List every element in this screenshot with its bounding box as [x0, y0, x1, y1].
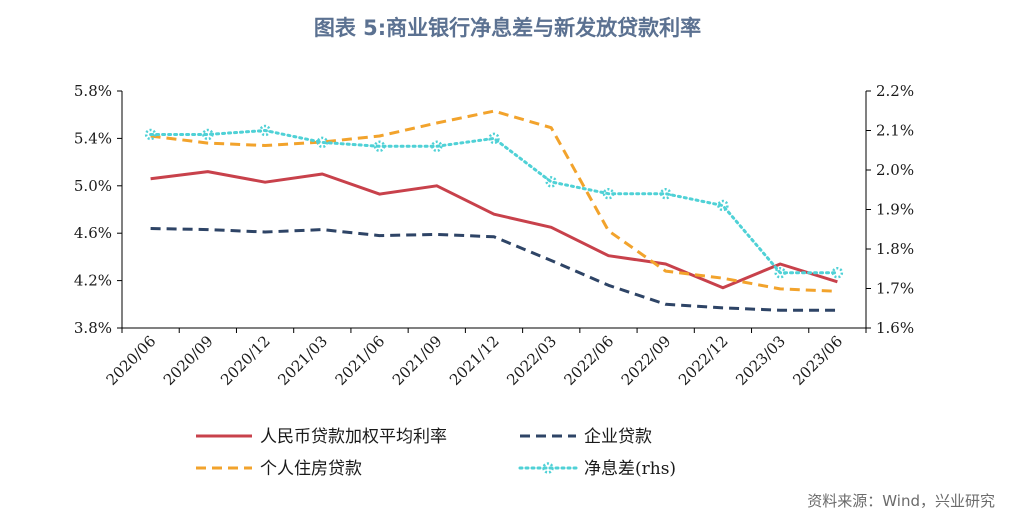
series-point: [316, 136, 329, 149]
left-tick-label: 5.4%: [74, 129, 112, 147]
series-point: [774, 266, 786, 279]
x-tick-label: 2022/03: [503, 332, 560, 389]
x-tick-label: 2020/12: [217, 332, 274, 389]
left-tick-label: 5.8%: [74, 82, 112, 100]
series-point: [373, 140, 386, 153]
chart-title: 图表 5:商业银行净息差与新发放贷款利率: [313, 16, 702, 40]
x-tick-label: 2020/09: [160, 332, 217, 389]
left-tick-label: 3.8%: [74, 319, 112, 337]
legend-label: 净息差(rhs): [584, 459, 676, 479]
x-tick-label: 2021/12: [446, 332, 503, 389]
series-point: [602, 187, 615, 200]
right-tick-label: 1.7%: [876, 280, 914, 298]
series-point: [659, 187, 672, 200]
legend-label: 企业贷款: [584, 427, 652, 447]
right-tick-label: 2.1%: [876, 122, 914, 140]
source-note: 资料来源：Wind，兴业研究: [807, 492, 995, 510]
x-tick-label: 2021/06: [332, 332, 389, 389]
series-point: [488, 132, 500, 145]
series-line: [149, 129, 839, 275]
legend-marker: [542, 462, 554, 474]
x-tick-label: 2020/06: [103, 332, 160, 389]
x-tick-label: 2023/06: [789, 332, 846, 389]
series-point: [545, 176, 557, 188]
x-tick-label: 2022/09: [618, 332, 675, 389]
series-point: [259, 124, 271, 137]
left-tick-label: 5.0%: [74, 177, 112, 195]
series-point: [144, 128, 157, 141]
legend-label: 人民币贷款加权平均利率: [260, 427, 447, 447]
right-tick-label: 1.9%: [876, 201, 914, 219]
left-tick-label: 4.6%: [74, 224, 112, 242]
right-tick-label: 1.8%: [876, 240, 914, 258]
right-tick-label: 2.0%: [876, 161, 914, 179]
x-tick-label: 2022/06: [560, 332, 617, 389]
series-point: [202, 128, 214, 141]
right-tick-label: 2.2%: [876, 82, 914, 100]
series-line: [150, 227, 838, 312]
x-tick-label: 2021/09: [389, 332, 446, 389]
legend-label: 个人住房贷款: [260, 459, 362, 479]
right-tick-label: 1.6%: [876, 319, 914, 337]
series-point: [431, 140, 443, 153]
left-tick-label: 4.2%: [74, 272, 112, 290]
x-tick-label: 2021/03: [274, 332, 331, 389]
series-point: [831, 266, 844, 279]
series-line: [150, 170, 838, 290]
x-tick-label: 2022/12: [675, 332, 732, 389]
series-line: [150, 109, 838, 293]
x-tick-label: 2023/03: [732, 332, 789, 389]
series-point: [717, 199, 729, 212]
